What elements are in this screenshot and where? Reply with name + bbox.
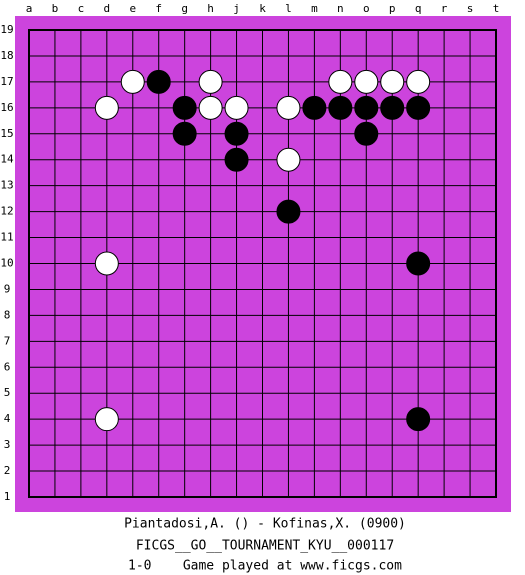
stone — [224, 95, 249, 120]
stone — [328, 95, 353, 120]
stone — [302, 95, 327, 120]
stone — [354, 121, 379, 146]
row-label: 13 — [0, 179, 13, 192]
board-border — [28, 29, 497, 498]
row-label: 15 — [0, 127, 13, 140]
stone — [354, 69, 379, 94]
row-label: 3 — [4, 438, 11, 451]
stone — [276, 95, 301, 120]
row-label: 2 — [4, 464, 11, 477]
stone — [328, 69, 353, 94]
stone — [224, 121, 249, 146]
row-label: 9 — [4, 282, 11, 295]
stone — [94, 407, 119, 432]
column-label: j — [233, 2, 240, 15]
row-label: 7 — [4, 334, 11, 347]
stone — [380, 95, 405, 120]
row-label: 11 — [0, 231, 13, 244]
stone — [172, 121, 197, 146]
column-label: h — [207, 2, 214, 15]
stone — [120, 69, 145, 94]
column-label: s — [467, 2, 474, 15]
row-label: 18 — [0, 49, 13, 62]
column-label: l — [285, 2, 292, 15]
stone — [172, 95, 197, 120]
row-label: 6 — [4, 360, 11, 373]
stone — [406, 407, 431, 432]
row-label: 4 — [4, 412, 11, 425]
column-label: p — [389, 2, 396, 15]
stone — [276, 147, 301, 172]
stone — [406, 95, 431, 120]
column-label: t — [493, 2, 500, 15]
row-label: 12 — [0, 205, 13, 218]
stone — [406, 69, 431, 94]
stone — [198, 69, 223, 94]
column-label: d — [104, 2, 111, 15]
stone — [276, 199, 301, 224]
column-label: e — [129, 2, 136, 15]
column-label: f — [155, 2, 162, 15]
footer-line: 1-0 Game played at www.ficgs.com — [128, 559, 402, 574]
footer-line: FICGS__GO__TOURNAMENT_KYU__000117 — [136, 539, 394, 554]
stone — [224, 147, 249, 172]
column-label: n — [337, 2, 344, 15]
stone — [94, 95, 119, 120]
footer-line: Piantadosi,A. () - Kofinas,X. (0900) — [124, 517, 406, 532]
column-label: k — [259, 2, 266, 15]
stone — [406, 251, 431, 276]
column-label: a — [26, 2, 33, 15]
stone — [146, 69, 171, 94]
stone — [198, 95, 223, 120]
column-label: m — [311, 2, 318, 15]
column-label: o — [363, 2, 370, 15]
stone — [94, 251, 119, 276]
row-label: 14 — [0, 153, 14, 166]
row-label: 1 — [4, 490, 11, 503]
column-label: b — [52, 2, 59, 15]
row-label: 19 — [0, 23, 13, 36]
column-label: q — [415, 2, 422, 15]
column-label: c — [78, 2, 85, 15]
column-label: r — [441, 2, 448, 15]
row-label: 17 — [0, 75, 13, 88]
stone — [354, 95, 379, 120]
row-label: 5 — [4, 386, 11, 399]
row-label: 10 — [0, 257, 13, 270]
row-label: 16 — [0, 101, 13, 114]
column-label: g — [181, 2, 188, 15]
row-label: 8 — [4, 308, 11, 321]
stone — [380, 69, 405, 94]
